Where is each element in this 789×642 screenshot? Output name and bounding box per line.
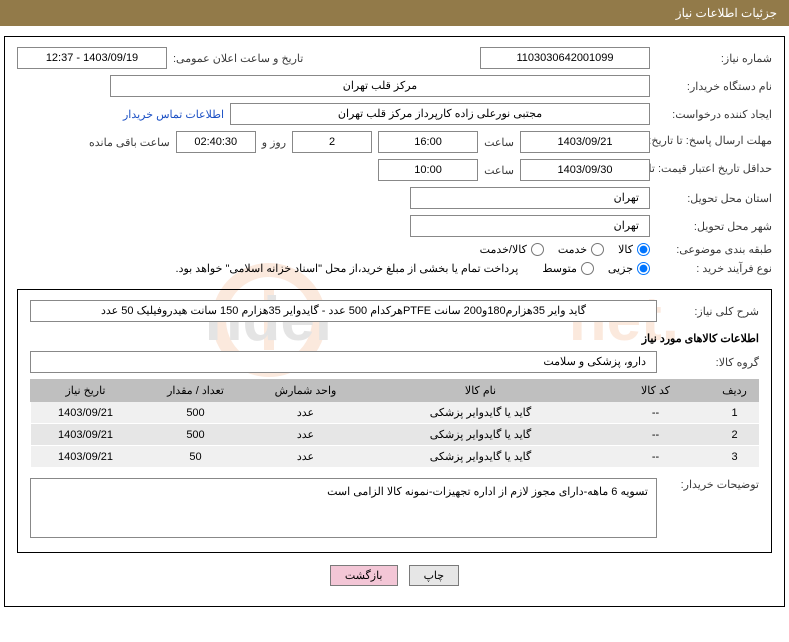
province-label: استان محل تحویل: — [656, 192, 772, 205]
radio-motavaset-label: متوسط — [542, 262, 577, 275]
buyer-org-field: مرکز قلب تهران — [110, 75, 650, 97]
desc-label: شرح کلی نیاز: — [663, 305, 759, 318]
cell-unit: عدد — [251, 446, 361, 468]
radio-motavaset[interactable]: متوسط — [542, 262, 594, 275]
radio-kalakhedmat-label: کالا/خدمت — [480, 243, 527, 256]
cell-code: -- — [601, 446, 711, 468]
buyer-org-label: نام دستگاه خریدار: — [656, 80, 772, 93]
cell-name: گاید یا گایدوایر پزشکی — [361, 424, 601, 446]
radio-jozei[interactable]: جزیی — [608, 262, 650, 275]
cell-n: 2 — [711, 424, 759, 446]
page-title-bar: جزئیات اطلاعات نیاز — [0, 0, 789, 26]
main-form: شماره نیاز: 1103030642001099 تاریخ و ساع… — [4, 36, 785, 607]
cell-code: -- — [601, 402, 711, 424]
radio-jozei-label: جزیی — [608, 262, 633, 275]
th-row: ردیف — [711, 380, 759, 402]
requester-field: مجتبی نورعلی زاده کارپرداز مرکز قلب تهرا… — [230, 103, 650, 125]
cell-unit: عدد — [251, 402, 361, 424]
page-title: جزئیات اطلاعات نیاز — [676, 6, 777, 20]
announce-label: تاریخ و ساعت اعلان عمومی: — [173, 52, 303, 65]
validity-date-field: 1403/09/30 — [520, 159, 650, 181]
city-label: شهر محل تحویل: — [656, 220, 772, 233]
cell-unit: عدد — [251, 424, 361, 446]
days-and-label: روز و — [262, 136, 286, 149]
cell-qty: 50 — [141, 446, 251, 468]
details-box: شرح کلی نیاز: گاید وایر 35هزارم180و200 س… — [17, 289, 772, 553]
radio-khedmat-input[interactable] — [591, 243, 604, 256]
cell-date: 1403/09/21 — [31, 446, 141, 468]
process-label: نوع فرآیند خرید : — [656, 262, 772, 275]
validity-label: حداقل تاریخ اعتبار قیمت: تا تاریخ: — [656, 163, 772, 176]
radio-khedmat[interactable]: خدمت — [558, 243, 604, 256]
th-date: تاریخ نیاز — [31, 380, 141, 402]
radio-khedmat-label: خدمت — [558, 243, 587, 256]
cell-qty: 500 — [141, 402, 251, 424]
items-table: ردیف کد کالا نام کالا واحد شمارش تعداد /… — [30, 379, 759, 468]
th-qty: تعداد / مقدار — [141, 380, 251, 402]
time-remain-field: 02:40:30 — [176, 131, 256, 153]
group-label: گروه کالا: — [663, 356, 759, 369]
deadline-date-field: 1403/09/21 — [520, 131, 650, 153]
cell-date: 1403/09/21 — [31, 424, 141, 446]
process-radio-group: جزیی متوسط — [542, 262, 650, 275]
deadline-label: مهلت ارسال پاسخ: تا تاریخ: — [656, 135, 772, 148]
category-radio-group: کالا خدمت کالا/خدمت — [480, 243, 650, 256]
cell-n: 1 — [711, 402, 759, 424]
cell-name: گاید یا گایدوایر پزشکی — [361, 402, 601, 424]
table-row: 2--گاید یا گایدوایر پزشکیعدد5001403/09/2… — [31, 424, 759, 446]
cell-code: -- — [601, 424, 711, 446]
time-remain-label: ساعت باقی مانده — [89, 136, 170, 149]
button-bar: چاپ بازگشت — [17, 565, 772, 586]
radio-kala-label: کالا — [618, 243, 633, 256]
city-field: تهران — [410, 215, 650, 237]
desc-field: گاید وایر 35هزارم180و200 سانت PTFEهرکدام… — [30, 300, 657, 322]
cell-date: 1403/09/21 — [31, 402, 141, 424]
table-row: 3--گاید یا گایدوایر پزشکیعدد501403/09/21 — [31, 446, 759, 468]
group-field: دارو، پزشکی و سلامت — [30, 351, 657, 373]
print-button[interactable]: چاپ — [409, 565, 460, 586]
cell-qty: 500 — [141, 424, 251, 446]
province-field: تهران — [410, 187, 650, 209]
th-code: کد کالا — [601, 380, 711, 402]
category-label: طبقه بندی موضوعی: — [656, 243, 772, 256]
need-no-field: 1103030642001099 — [480, 47, 650, 69]
goods-info-title: اطلاعات کالاهای مورد نیاز — [30, 332, 759, 345]
radio-kala-input[interactable] — [637, 243, 650, 256]
radio-motavaset-input[interactable] — [581, 262, 594, 275]
radio-kalakhedmat[interactable]: کالا/خدمت — [480, 243, 544, 256]
cell-n: 3 — [711, 446, 759, 468]
announce-field: 1403/09/19 - 12:37 — [17, 47, 167, 69]
back-button[interactable]: بازگشت — [330, 565, 398, 586]
table-row: 1--گاید یا گایدوایر پزشکیعدد5001403/09/2… — [31, 402, 759, 424]
process-note: پرداخت تمام یا بخشی از مبلغ خرید،از محل … — [176, 262, 519, 275]
radio-jozei-input[interactable] — [637, 262, 650, 275]
cell-name: گاید یا گایدوایر پزشکی — [361, 446, 601, 468]
buyer-notes-field: تسویه 6 ماهه-دارای مجوز لازم از اداره تج… — [30, 478, 657, 538]
buyer-contact-link[interactable]: اطلاعات تماس خریدار — [123, 108, 224, 121]
buyer-notes-label: توضیحات خریدار: — [663, 478, 759, 491]
th-name: نام کالا — [361, 380, 601, 402]
days-remain-field: 2 — [292, 131, 372, 153]
radio-kala[interactable]: کالا — [618, 243, 650, 256]
hour-label-1: ساعت — [484, 136, 514, 149]
deadline-time-field: 16:00 — [378, 131, 478, 153]
th-unit: واحد شمارش — [251, 380, 361, 402]
need-no-label: شماره نیاز: — [656, 52, 772, 65]
validity-time-field: 10:00 — [378, 159, 478, 181]
radio-kalakhedmat-input[interactable] — [531, 243, 544, 256]
requester-label: ایجاد کننده درخواست: — [656, 108, 772, 121]
hour-label-2: ساعت — [484, 164, 514, 177]
